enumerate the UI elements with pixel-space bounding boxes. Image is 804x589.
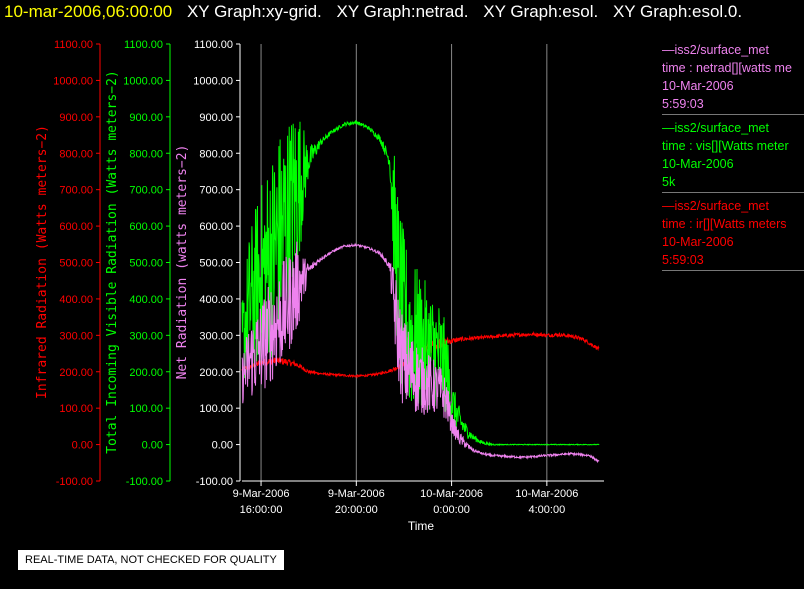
x-tick-label-time: 16:00:00 <box>240 504 283 516</box>
y-tick-label-visible: 200.00 <box>129 367 163 379</box>
y-tick-label-visible: 300.00 <box>129 330 163 342</box>
x-tick-label-date: 10-Mar-2006 <box>515 488 578 500</box>
y-tick-label-infrared: 1100.00 <box>54 39 93 51</box>
y-tick-label-infrared: 500.00 <box>59 258 93 270</box>
y-tick-label-netrad: 800.00 <box>199 148 233 160</box>
y-tick-label-infrared: 900.00 <box>59 112 93 124</box>
legend-entry-vis[interactable]: —iss2/surface_met time : vis[][Watts met… <box>662 119 804 193</box>
legend-date: 10-Mar-2006 <box>662 235 734 249</box>
legend-variable: time : netrad[][watts me <box>662 61 792 75</box>
y-tick-label-netrad: 300.00 <box>199 330 233 342</box>
y-tick-label-netrad: 1000.00 <box>193 75 233 87</box>
legend-time: 5:59:03 <box>662 253 704 267</box>
y-tick-label-visible: 400.00 <box>129 294 163 306</box>
y-tick-label-netrad: 900.00 <box>199 112 233 124</box>
y-tick-label-visible: 100.00 <box>129 403 163 415</box>
y-tick-label-netrad: 500.00 <box>199 258 233 270</box>
y-tick-label-infrared: 800.00 <box>59 148 93 160</box>
y-tick-label-netrad: 200.00 <box>199 367 233 379</box>
graph-tab-netrad[interactable]: XY Graph:netrad. <box>336 2 469 21</box>
y-tick-label-netrad: 100.00 <box>199 403 233 415</box>
title-bar: 10-mar-2006,06:00:00 XY Graph:xy-grid. X… <box>4 2 742 22</box>
graph-tab-esol-0[interactable]: XY Graph:esol.0. <box>612 2 743 21</box>
y-tick-label-infrared: 200.00 <box>59 367 93 379</box>
y-axis-label-netrad: Net Radiation (watts meters−2) <box>175 145 190 380</box>
title-datetime: 10-mar-2006,06:00:00 <box>4 2 173 21</box>
y-tick-label-infrared: -100.00 <box>56 476 93 488</box>
x-tick-label-time: 0:00:00 <box>433 504 470 516</box>
legend-source: —iss2/surface_met <box>662 121 769 135</box>
y-tick-label-netrad: -100.00 <box>196 476 233 488</box>
y-axis-label-infrared: Infrared Radiation (Watts meters−2) <box>35 125 50 399</box>
y-tick-label-infrared: 1000.00 <box>53 75 93 87</box>
x-tick-label-date: 9-Mar-2006 <box>328 488 385 500</box>
x-tick-label-time: 4:00:00 <box>528 504 565 516</box>
series-line-vis <box>241 119 600 447</box>
graph-tab-xy-grid[interactable]: XY Graph:xy-grid. <box>186 2 322 21</box>
y-tick-label-infrared: 700.00 <box>59 185 93 197</box>
y-tick-label-infrared: 400.00 <box>59 294 93 306</box>
y-tick-label-netrad: 0.00 <box>212 440 233 452</box>
y-tick-label-visible: 500.00 <box>129 258 163 270</box>
y-tick-label-netrad: 700.00 <box>199 185 233 197</box>
y-tick-label-visible: 700.00 <box>129 185 163 197</box>
y-axis-label-visible: Total Incoming Visible Radiation (Watts … <box>105 70 120 454</box>
legend-entry-netrad[interactable]: —iss2/surface_met time : netrad[][watts … <box>662 41 804 115</box>
axes: 9-Mar-2006 16:00:00 9-Mar-2006 20:00:00 10-M… <box>53 39 604 516</box>
x-tick-label-time: 20:00:00 <box>335 504 378 516</box>
y-tick-label-infrared: 600.00 <box>59 221 93 233</box>
legend-entry-ir[interactable]: —iss2/surface_met time : ir[][Watts mete… <box>662 197 804 271</box>
y-tick-label-infrared: 100.00 <box>59 403 93 415</box>
legend-variable: time : ir[][Watts meters <box>662 217 787 231</box>
y-tick-label-visible: 1100.00 <box>124 39 163 51</box>
y-tick-label-visible: -100.00 <box>126 476 163 488</box>
quality-notice: REAL-TIME DATA, NOT CHECKED FOR QUALITY <box>18 550 284 570</box>
legend: —iss2/surface_met time : netrad[][watts … <box>662 41 804 275</box>
y-tick-label-visible: 1000.00 <box>123 75 163 87</box>
legend-time: 5:59:03 <box>662 97 704 111</box>
legend-source: —iss2/surface_met <box>662 199 769 213</box>
y-tick-label-netrad: 400.00 <box>199 294 233 306</box>
x-axis-label: Time <box>408 519 435 533</box>
y-tick-label-visible: 0.00 <box>142 440 163 452</box>
legend-variable: time : vis[][Watts meter <box>662 139 789 153</box>
legend-time: 5k <box>662 175 676 189</box>
y-tick-label-netrad: 600.00 <box>199 221 233 233</box>
y-tick-label-netrad: 1100.00 <box>194 39 233 51</box>
y-tick-label-infrared: 300.00 <box>59 330 93 342</box>
y-tick-label-visible: 800.00 <box>129 148 163 160</box>
legend-date: 10-Mar-2006 <box>662 79 734 93</box>
y-tick-label-visible: 600.00 <box>129 221 163 233</box>
series-line-netrad <box>241 241 600 464</box>
x-tick-label-date: 10-Mar-2006 <box>420 488 483 500</box>
y-tick-label-visible: 900.00 <box>129 112 163 124</box>
y-tick-label-infrared: 0.00 <box>72 440 93 452</box>
graph-tab-esol[interactable]: XY Graph:esol. <box>483 2 599 21</box>
legend-date: 10-Mar-2006 <box>662 157 734 171</box>
legend-source: —iss2/surface_met <box>662 43 769 57</box>
series-group <box>241 119 600 464</box>
x-tick-label-date: 9-Mar-2006 <box>233 488 290 500</box>
